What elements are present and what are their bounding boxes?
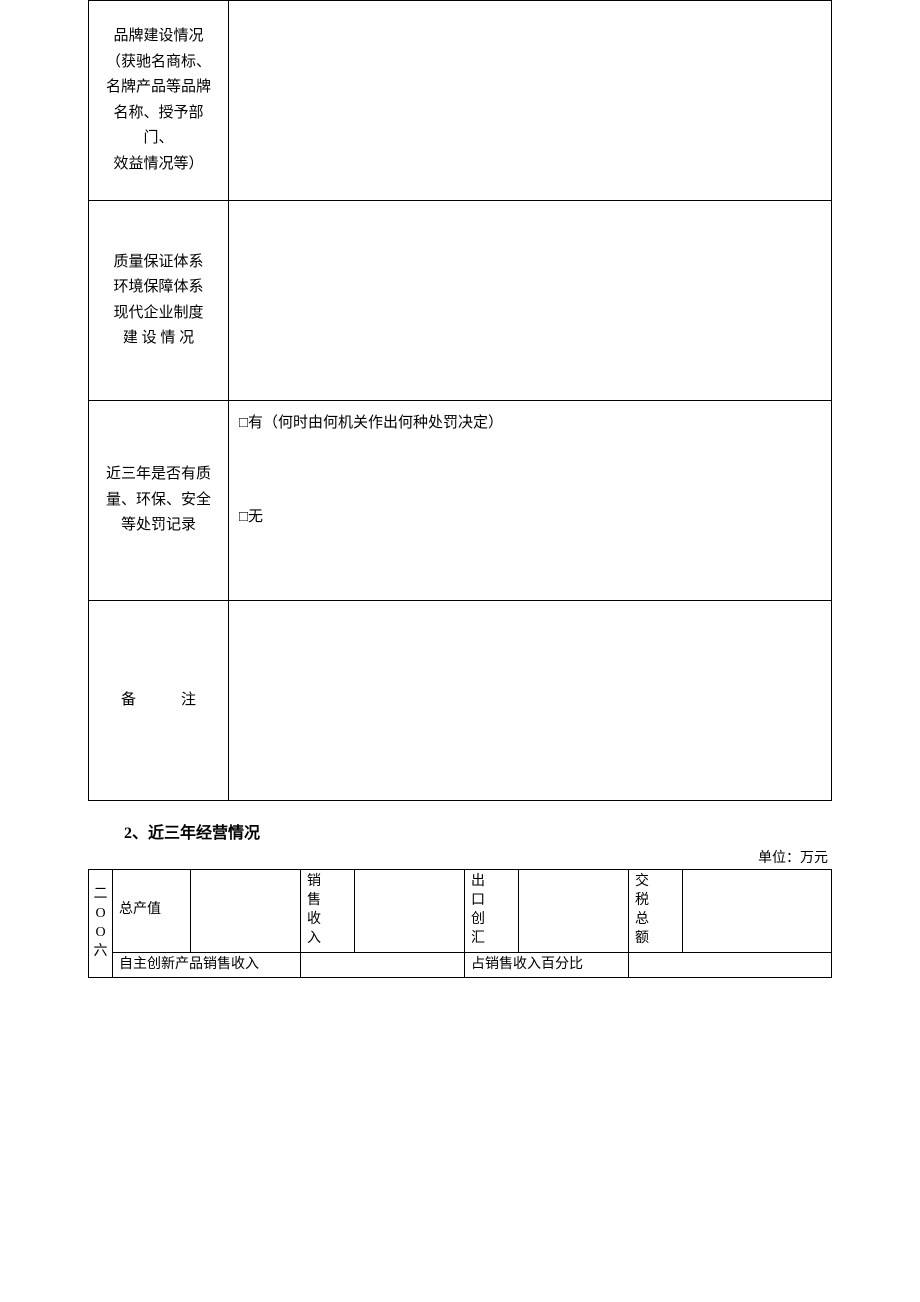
- table-row: 质量保证体系环境保障体系现代企业制度建 设 情 况: [89, 201, 832, 401]
- fin-value-export[interactable]: [519, 870, 629, 953]
- financial-table: 二OO六 总产值 销 售收 入 出 口创 汇 交 税总 额 自主创新产品销售收入…: [88, 869, 832, 978]
- row-label-brand: 品牌建设情况（获驰名商标、名牌产品等品牌名称、授予部门、效益情况等）: [89, 1, 229, 201]
- label-text: 质量保证体系环境保障体系现代企业制度建 设 情 况: [113, 254, 203, 347]
- fin-value-tax[interactable]: [683, 870, 832, 953]
- fin-value-sales-percent[interactable]: [629, 952, 832, 978]
- fin-label-export: 出 口创 汇: [465, 870, 519, 953]
- table-row: 自主创新产品销售收入 占销售收入百分比: [89, 952, 832, 978]
- row-content-brand[interactable]: [229, 1, 832, 201]
- row-content-penalty[interactable]: □有（何时由何机关作出何种处罚决定） □无: [229, 401, 832, 601]
- table-row: 二OO六 总产值 销 售收 入 出 口创 汇 交 税总 额: [89, 870, 832, 953]
- section-2-title: 2、近三年经营情况: [124, 819, 832, 843]
- row-label-remark: 备 注: [89, 601, 229, 801]
- penalty-option-no[interactable]: □无: [239, 505, 821, 529]
- fin-label-innovation-sales: 自主创新产品销售收入: [113, 952, 301, 978]
- fin-value-sales-revenue[interactable]: [355, 870, 465, 953]
- fin-label-sales-revenue: 销 售收 入: [301, 870, 355, 953]
- fin-value-innovation-sales[interactable]: [301, 952, 465, 978]
- label-text: 品牌建设情况（获驰名商标、名牌产品等品牌名称、授予部门、效益情况等）: [106, 28, 211, 172]
- fin-label-tax: 交 税总 额: [629, 870, 683, 953]
- row-label-penalty: 近三年是否有质量、环保、安全等处罚记录: [89, 401, 229, 601]
- row-label-quality: 质量保证体系环境保障体系现代企业制度建 设 情 况: [89, 201, 229, 401]
- page-container: 品牌建设情况（获驰名商标、名牌产品等品牌名称、授予部门、效益情况等） 质量保证体…: [0, 0, 920, 978]
- row-content-remark[interactable]: [229, 601, 832, 801]
- table-row: 备 注: [89, 601, 832, 801]
- label-text: 近三年是否有质量、环保、安全等处罚记录: [106, 466, 211, 533]
- fin-label-sales-percent: 占销售收入百分比: [465, 952, 629, 978]
- fin-value-total-output[interactable]: [191, 870, 301, 953]
- form-table-1: 品牌建设情况（获驰名商标、名牌产品等品牌名称、授予部门、效益情况等） 质量保证体…: [88, 0, 832, 801]
- row-content-quality[interactable]: [229, 201, 832, 401]
- year-label: 二OO六: [89, 870, 113, 978]
- label-text: 备 注: [121, 692, 196, 708]
- penalty-option-yes[interactable]: □有（何时由何机关作出何种处罚决定）: [239, 411, 821, 435]
- table-row: 近三年是否有质量、环保、安全等处罚记录 □有（何时由何机关作出何种处罚决定） □…: [89, 401, 832, 601]
- unit-label: 单位：万元: [88, 847, 832, 867]
- fin-label-total-output: 总产值: [113, 870, 191, 953]
- table-row: 品牌建设情况（获驰名商标、名牌产品等品牌名称、授予部门、效益情况等）: [89, 1, 832, 201]
